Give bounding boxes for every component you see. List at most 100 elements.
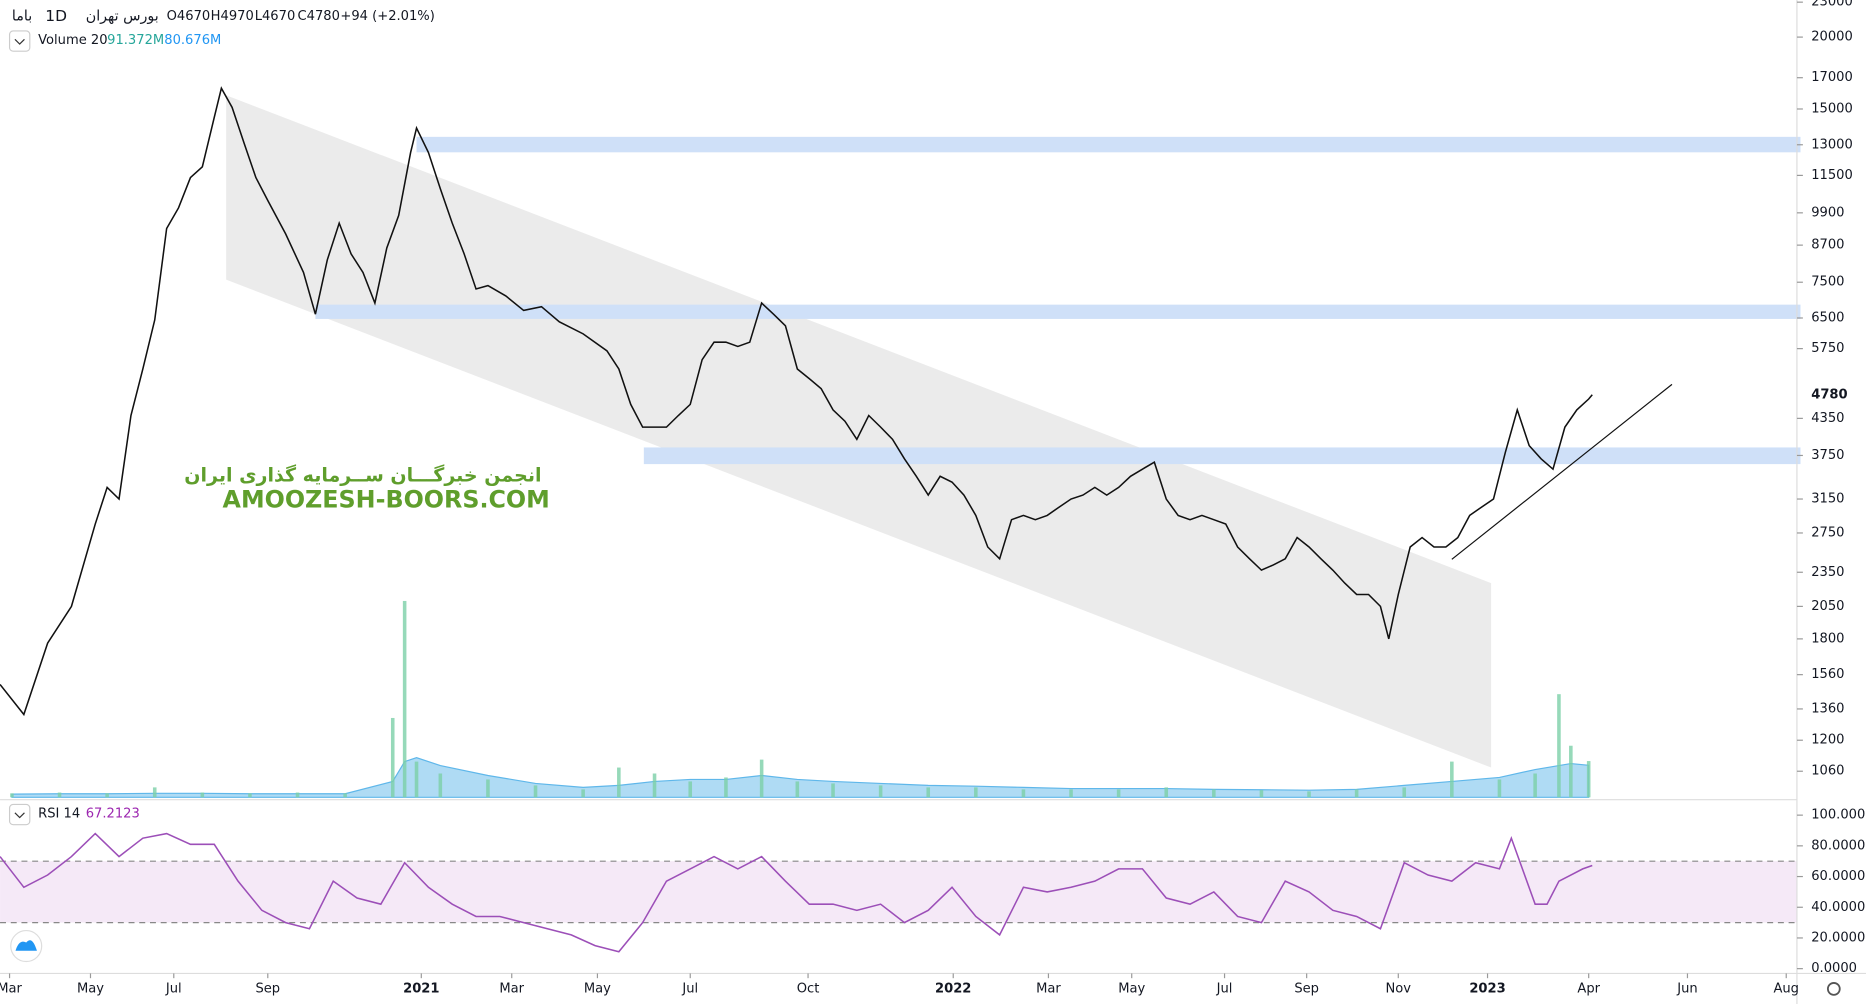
- y-tick-label: 17000: [1811, 70, 1853, 85]
- rsi-layer: [0, 832, 1797, 953]
- x-tick-label: Sep: [255, 981, 280, 996]
- y-tick-label: 1800: [1811, 631, 1844, 646]
- y-tick-label: 40.0000: [1811, 900, 1865, 915]
- volume-bar: [1586, 761, 1591, 798]
- volume-ma-value: 80.676M: [164, 33, 221, 48]
- y-tick-label: 3750: [1811, 448, 1844, 463]
- y-tick-label: 3150: [1811, 492, 1844, 507]
- x-tick-label: 2021: [403, 981, 439, 996]
- volume-bar: [486, 779, 490, 798]
- zone: [416, 136, 1801, 153]
- x-tick-label: 2022: [935, 981, 971, 996]
- y-tick-label: 11500: [1811, 168, 1853, 183]
- y-tick-label: 100.0000: [1811, 808, 1866, 823]
- volume-bar: [1259, 790, 1264, 798]
- volume-bar: [831, 783, 835, 798]
- volume-bar: [1354, 789, 1359, 798]
- x-tick-label: Jul: [165, 981, 182, 996]
- y-tick-label: 80.0000: [1811, 838, 1865, 853]
- volume-bar: [200, 792, 205, 798]
- rsi-band: [0, 861, 1797, 923]
- volume-value: 91.372M: [107, 33, 164, 48]
- volume-bar: [390, 717, 395, 798]
- price-line: [0, 86, 1593, 717]
- volume-bar: [1069, 789, 1073, 798]
- y-tick-label: 20.0000: [1811, 930, 1865, 945]
- volume-bar: [1402, 787, 1407, 798]
- volume-bar: [152, 787, 157, 798]
- volume-bar: [438, 773, 443, 798]
- watermark: AMOOZESH-BOORS.COM: [223, 485, 550, 513]
- volume-bar: [688, 781, 693, 798]
- x-tick-label: May: [1118, 981, 1145, 996]
- volume-bar: [652, 773, 657, 798]
- volume-bar: [1497, 779, 1502, 798]
- y-tick-label: 2350: [1811, 565, 1844, 580]
- y-tick-label: 60.0000: [1811, 869, 1865, 884]
- y-tick-label: 1360: [1811, 701, 1844, 716]
- y-tick-label: 1200: [1811, 733, 1844, 748]
- y-tick-label: 1560: [1811, 667, 1844, 682]
- volume-bar: [1021, 789, 1026, 798]
- volume-bar: [926, 787, 931, 798]
- ohlc-close: C4780: [298, 9, 340, 24]
- volume-bar: [759, 759, 764, 798]
- zone: [315, 304, 1801, 319]
- y-tick-label: 5750: [1811, 341, 1844, 356]
- ohlc-low: L4670: [255, 9, 296, 24]
- x-tick-label: 2023: [1469, 981, 1505, 996]
- volume-bar: [105, 793, 109, 798]
- volume-bar: [1569, 745, 1573, 798]
- y-tick-label: 1060: [1811, 764, 1844, 779]
- volume-bar: [617, 767, 621, 798]
- y-tick-label: 23000: [1811, 0, 1853, 10]
- change: +94 (+2.01%): [340, 9, 434, 24]
- rsi-title: RSI 14: [38, 806, 80, 821]
- x-tick-label: Apr: [1577, 981, 1600, 996]
- collapse-button[interactable]: [8, 803, 31, 826]
- trendline: [1451, 383, 1673, 560]
- x-tick-label: Jun: [1676, 981, 1697, 996]
- exchange: بورس تهران: [86, 9, 159, 25]
- volume-bar: [1533, 773, 1537, 798]
- y-tick-label: 4350: [1811, 411, 1844, 426]
- volume-title: Volume 20: [38, 33, 107, 48]
- volume-bar: [1307, 791, 1311, 798]
- volume-bar: [295, 792, 300, 798]
- x-tick-label: Aug: [1773, 981, 1799, 996]
- volume-layer: [10, 600, 1591, 798]
- volume-bar: [248, 793, 252, 798]
- symbol: باما: [12, 9, 32, 25]
- volume-bar: [581, 789, 585, 798]
- y-tick-label: 7500: [1811, 275, 1844, 290]
- y-tick-label: 6500: [1811, 310, 1844, 325]
- volume-bar: [1450, 761, 1454, 798]
- x-tick-label: Jul: [681, 981, 698, 996]
- rsi-value: 67.2123: [86, 806, 140, 821]
- x-tick-label: Mar: [499, 981, 524, 996]
- zone: [643, 447, 1801, 465]
- settings-button[interactable]: [1826, 982, 1841, 996]
- volume-bar: [974, 787, 978, 798]
- collapse-button[interactable]: [8, 30, 31, 52]
- x-tick-label: Sep: [1294, 981, 1319, 996]
- x-tick-label: Mar: [0, 981, 23, 996]
- x-tick-label: Nov: [1386, 981, 1412, 996]
- ohlc-high: H4970: [211, 9, 254, 24]
- volume-bar: [1212, 789, 1216, 798]
- y-tick-label: 2750: [1811, 525, 1844, 540]
- y-tick-label: 0.0000: [1811, 961, 1857, 976]
- channel: [226, 95, 1492, 768]
- last-price-label: 4780: [1811, 387, 1847, 402]
- rsi-line: [0, 832, 1593, 953]
- y-tick-label: 15000: [1811, 101, 1853, 116]
- y-tick-label: 2050: [1811, 599, 1844, 614]
- x-tick-label: Jul: [1216, 981, 1233, 996]
- watermark: انجمن خبرگـــان ســرمایه گذاری ایران: [184, 463, 541, 486]
- volume-bar: [533, 785, 538, 798]
- y-tick-label: 8700: [1811, 238, 1844, 253]
- volume-bar: [1164, 787, 1169, 798]
- price-layer: [0, 86, 1593, 717]
- volume-bar: [343, 793, 347, 798]
